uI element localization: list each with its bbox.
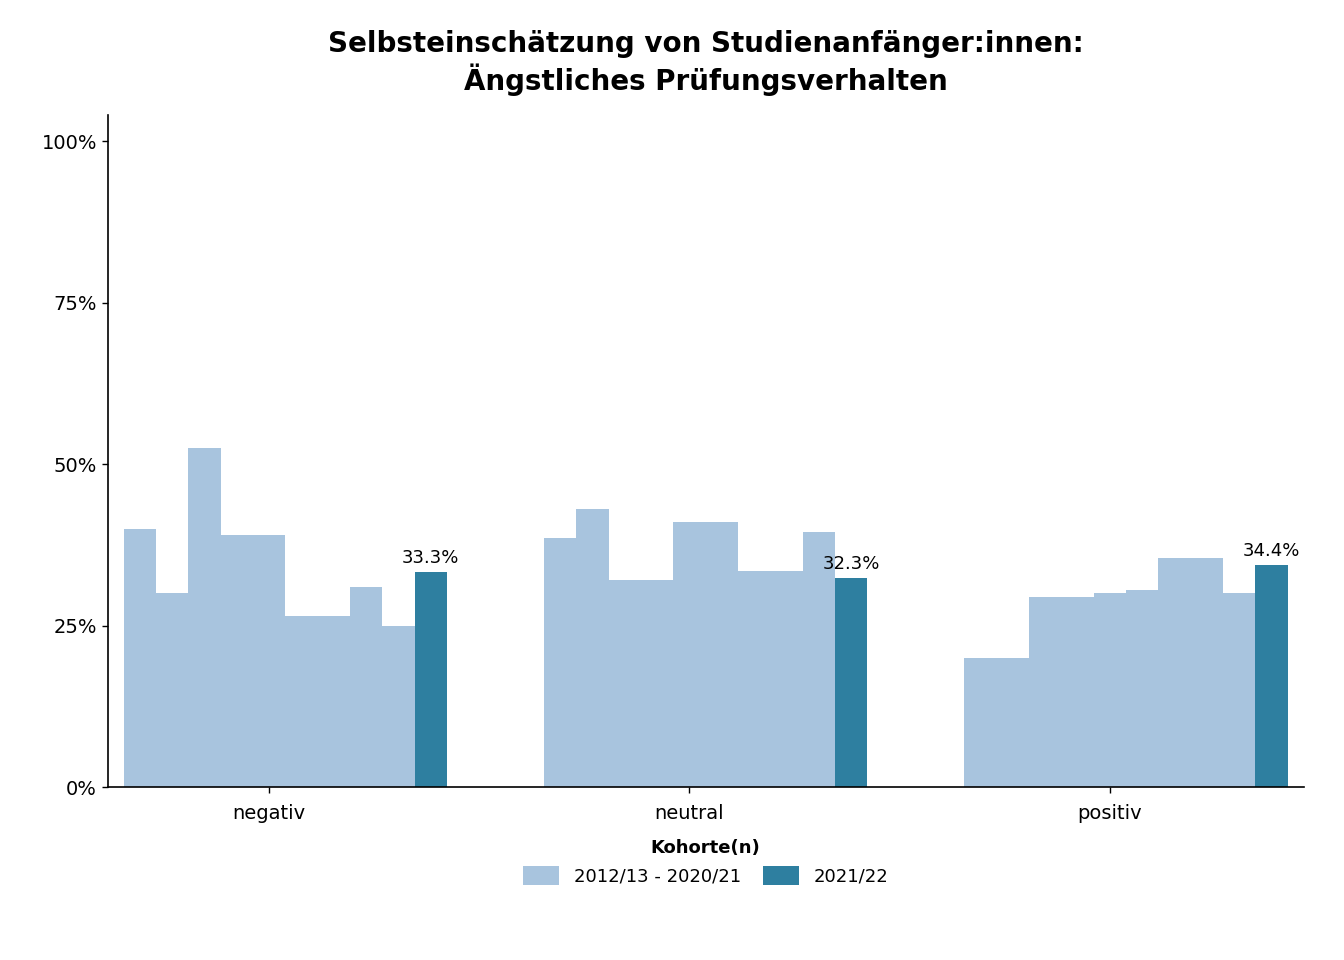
Bar	[996, 658, 1030, 787]
Bar	[544, 539, 577, 787]
Bar	[770, 571, 802, 787]
Legend: 2012/13 - 2020/21, 2021/22: 2012/13 - 2020/21, 2021/22	[523, 839, 888, 886]
Bar	[1062, 596, 1094, 787]
Bar	[835, 579, 867, 787]
Bar	[220, 536, 253, 787]
Bar	[415, 572, 448, 787]
Text: 33.3%: 33.3%	[402, 549, 460, 566]
Bar	[1030, 596, 1062, 787]
Bar	[1094, 593, 1126, 787]
Bar	[349, 587, 382, 787]
Title: Selbsteinschätzung von Studienanfänger:innen:
Ängstliches Prüfungsverhalten: Selbsteinschätzung von Studienanfänger:i…	[328, 31, 1083, 96]
Bar	[706, 522, 738, 787]
Bar	[382, 626, 415, 787]
Bar	[673, 522, 706, 787]
Bar	[317, 616, 349, 787]
Text: 32.3%: 32.3%	[823, 555, 880, 573]
Bar	[188, 448, 220, 787]
Bar	[964, 658, 996, 787]
Bar	[1126, 590, 1159, 787]
Bar	[641, 581, 673, 787]
Bar	[285, 616, 317, 787]
Bar	[124, 529, 156, 787]
Bar	[253, 536, 285, 787]
Bar	[609, 581, 641, 787]
Bar	[577, 510, 609, 787]
Bar	[1191, 558, 1223, 787]
Bar	[156, 593, 188, 787]
Bar	[738, 571, 770, 787]
Bar	[1255, 564, 1288, 787]
Bar	[802, 532, 835, 787]
Bar	[1159, 558, 1191, 787]
Text: 34.4%: 34.4%	[1243, 541, 1300, 560]
Bar	[1223, 593, 1255, 787]
